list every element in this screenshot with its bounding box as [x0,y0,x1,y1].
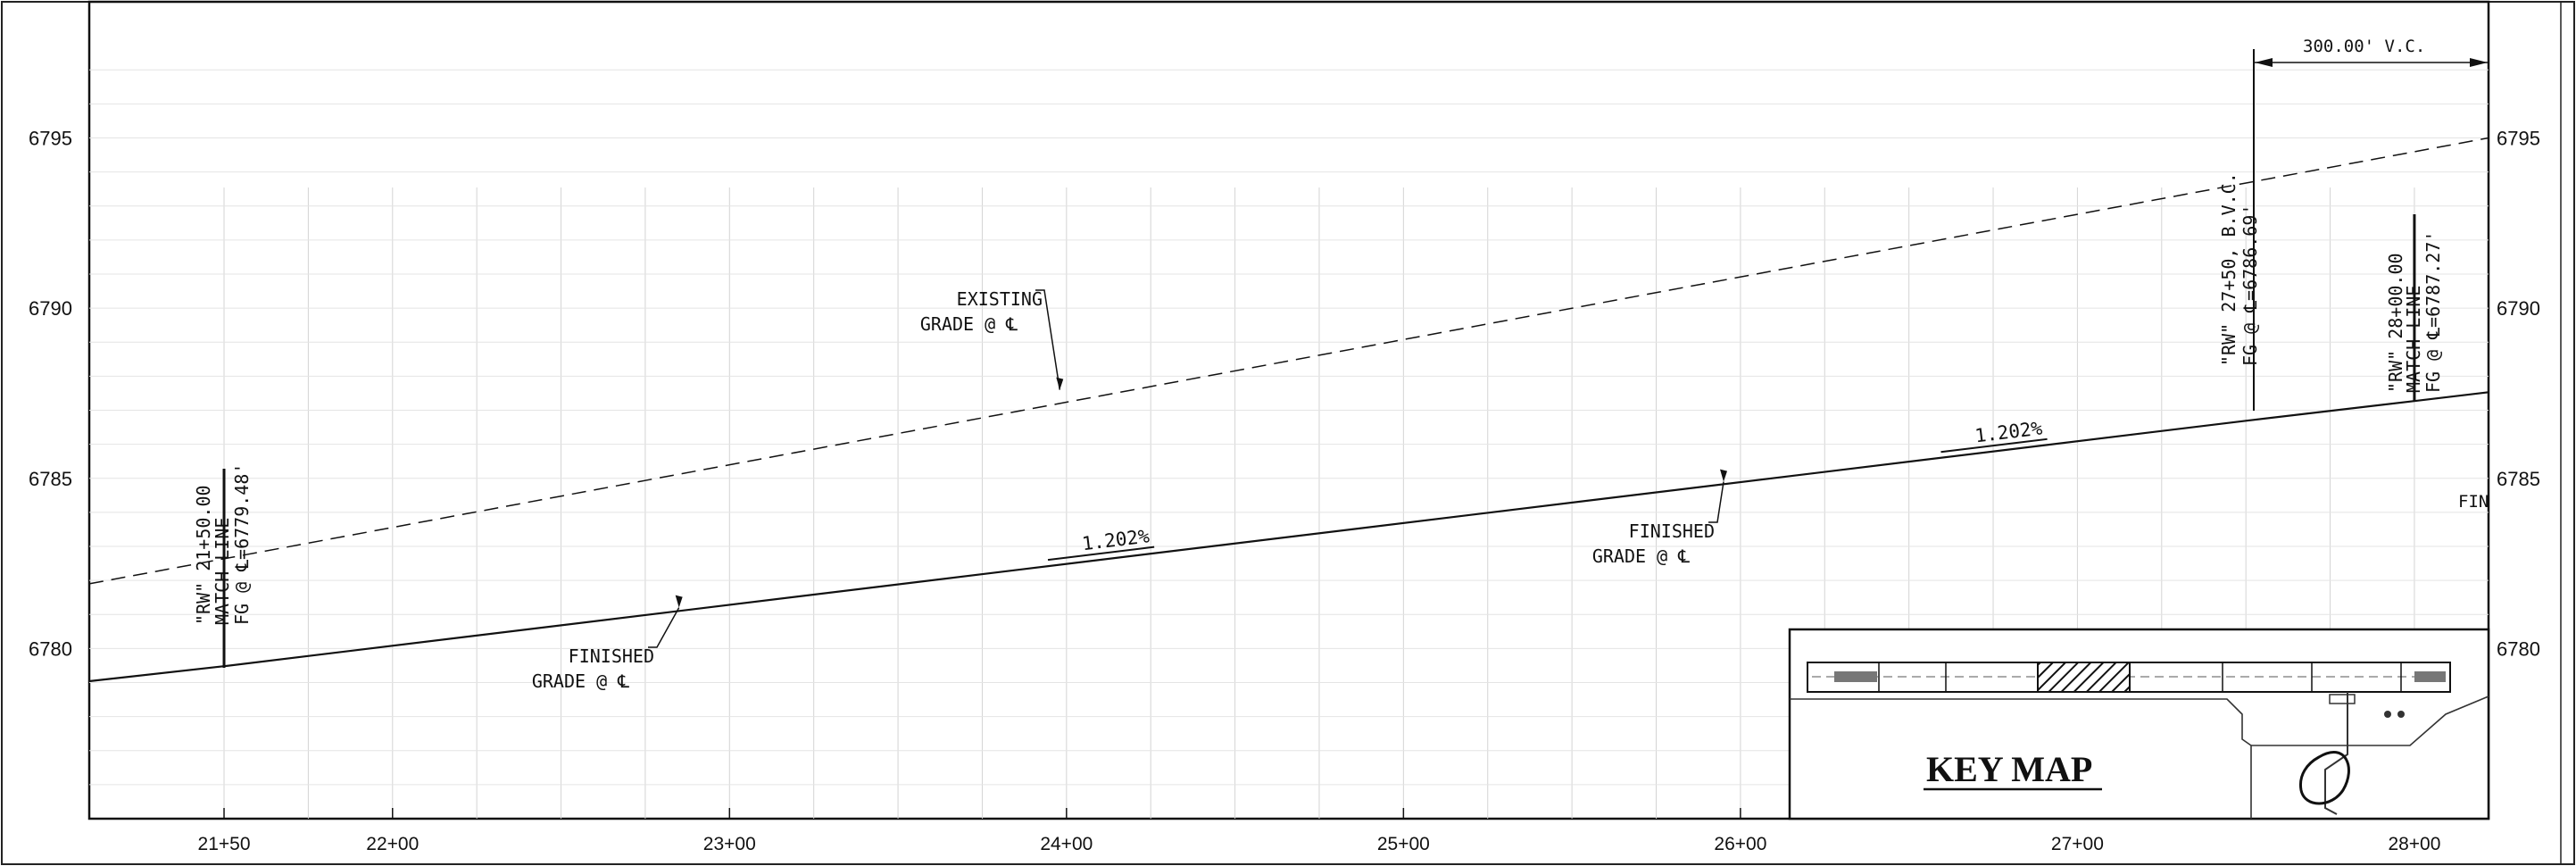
key-map-building [2329,694,2356,704]
key-map-frame [1788,628,2490,820]
profile-grid [89,69,2489,819]
grade-lines [88,137,2489,683]
elevation-axis-left: 6780 6785 6790 6795 [29,128,72,661]
station-note-text: FG @ ℄=6787.27' [2422,231,2444,393]
callout-text: GRADE @ ℄ [1592,545,1690,567]
callout-arrowhead [1720,469,1728,482]
grade-percent-underline [1047,545,1155,562]
grade-callout: FINISHED GRADE @ ℄ [1592,469,1728,567]
station-tick-label: 27+00 [2051,834,2104,854]
grade-callout: EXISTING GRADE @ ℄ [920,288,1064,390]
callout-text: FINISHED [1629,520,1715,542]
grade-callout: FINISHED GRADE @ ℄ [532,595,683,692]
station-tick-label: 28+00 [2388,834,2440,854]
station-note-text: MATCH LINE [212,518,233,625]
elevation-tick-label-left: 6790 [29,297,72,320]
key-map-marker [2384,711,2391,718]
station-tick-label: 25+00 [1377,834,1430,854]
station-tick-label: 21+50 [198,834,251,854]
callout-leader [648,607,680,648]
finished-grade-line [88,391,2489,683]
station-note-text: FG @ ℄=6779.48' [231,463,253,625]
key-map-title: KEY MAP [1926,749,2092,789]
callout-leader [1035,289,1061,390]
station-note-text: "RW" 27+50, B.V.C. [2218,172,2239,366]
key-map-boundary [1790,698,2252,819]
key-map: KEY MAP [1788,628,2490,820]
vc-arrow-left [2255,58,2273,67]
callout-arrowhead [675,595,683,608]
vc-length-label: 300.00' V.C. [2303,37,2425,56]
vc-arrow-right [2470,58,2488,67]
station-tick-label: 26+00 [1714,834,1766,854]
elevation-tick-label-left: 6785 [29,468,72,490]
vertical-curve-dimension: 300.00' V.C. [2253,37,2489,411]
station-note-text: FG @ ℄=6786.69' [2239,204,2261,366]
station-tick-label: 22+00 [366,834,419,854]
callout-text: EXISTING [957,288,1043,310]
existing-grade-line [88,137,2489,585]
callout-text: GRADE @ ℄ [532,670,629,692]
station-note: "RW" 27+50, B.V.C. FG @ ℄=6786.69' [2218,172,2261,366]
callout-leader [1708,481,1724,523]
elevation-tick-label-right: 6785 [2497,468,2540,490]
key-map-marker [2397,711,2405,718]
key-map-threshold-east [2414,671,2446,682]
callout-text: GRADE @ ℄ [920,313,1018,335]
callout-arrowhead [1056,377,1064,390]
grade-percent-underline [1940,437,2048,454]
station-axis: 21+50 22+00 23+00 24+00 25+00 26+00 27+00 28+00 [198,808,2440,854]
station-tick-label: 23+00 [703,834,756,854]
elevation-tick-label-right: 6780 [2497,637,2540,660]
elevation-axis-right: 6780 6785 6790 6795 [2497,128,2540,661]
edge-truncated-label: FIN [2458,492,2489,512]
station-note-text: "RW" 21+50.00 [193,485,214,625]
key-map-boundary-east [2251,695,2489,746]
key-map-threshold-west [1834,671,1877,682]
station-tick-label: 24+00 [1040,834,1093,854]
key-map-loop-road [2298,751,2350,805]
elevation-tick-label-right: 6790 [2497,297,2540,320]
station-note-text: MATCH LINE [2403,286,2424,393]
callout-text: FINISHED [569,645,654,667]
elevation-tick-label-left: 6780 [29,637,72,660]
station-note-text: "RW" 28+00.00 [2385,253,2406,393]
key-map-taxiway [2324,692,2348,815]
elevation-tick-label-left: 6795 [29,128,72,150]
elevation-tick-label-right: 6795 [2497,128,2540,150]
key-map-project-area [2037,662,2131,693]
